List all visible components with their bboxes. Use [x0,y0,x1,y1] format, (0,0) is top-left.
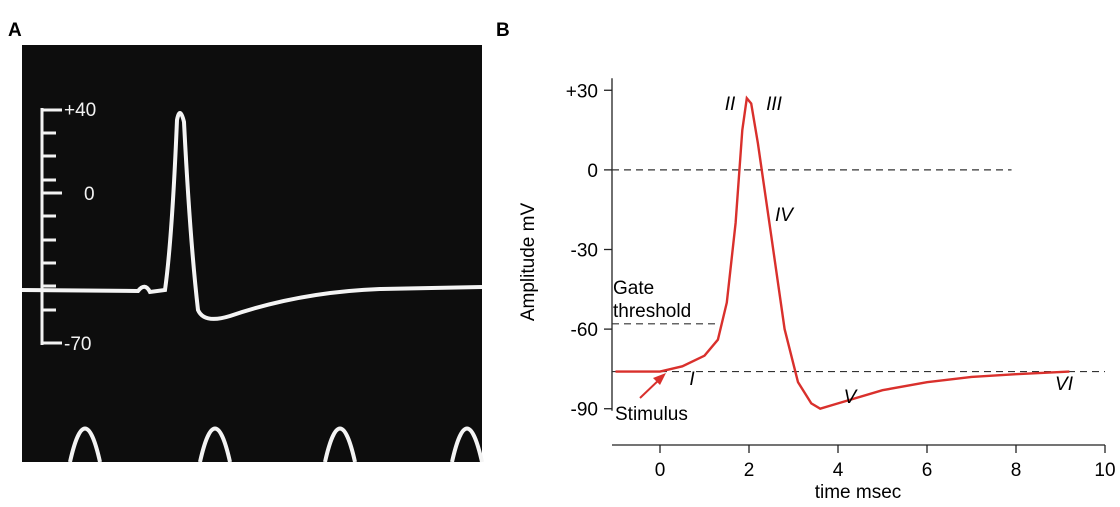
stimulus-arrowhead [653,373,666,385]
annotation: Stimulus [615,404,688,425]
panel-label: A [8,20,22,41]
y-axis-label: Amplitude mV [518,203,539,322]
annotation: III [766,94,783,115]
oscilloscope-photo [22,45,482,462]
annotation: IV [775,205,795,226]
annotation: threshold [613,301,691,322]
annotation: VI [1055,374,1074,395]
oscilloscope-labels: +40 0 -70 [64,100,96,355]
annotation: II [725,94,736,115]
annotation: I [689,369,695,390]
y-tick-label: -30 [571,241,598,262]
x-tick-label: 4 [833,460,844,481]
panel-label: B [496,20,510,41]
scale-label: -70 [64,334,91,355]
y-tick-label: -90 [571,400,598,421]
y-tick-label: -60 [571,320,598,341]
x-tick-label: 8 [1011,460,1022,481]
x-tick-label: 6 [922,460,933,481]
scale-label: +40 [64,100,96,121]
action-potential-curve [615,95,1070,411]
y-tick-label: +30 [566,81,598,102]
annotation: V [844,387,859,408]
x-tick-label: 0 [655,460,666,481]
y-tick-label: 0 [587,161,598,182]
x-axis-label: time msec [815,482,902,502]
scale-label: 0 [84,184,95,205]
annotation: Gate [613,278,654,299]
timing-marks [68,426,484,463]
oscilloscope-scale [40,108,62,345]
oscilloscope-trace [21,111,483,321]
x-tick-label: 2 [744,460,755,481]
x-tick-label: 10 [1094,460,1115,481]
